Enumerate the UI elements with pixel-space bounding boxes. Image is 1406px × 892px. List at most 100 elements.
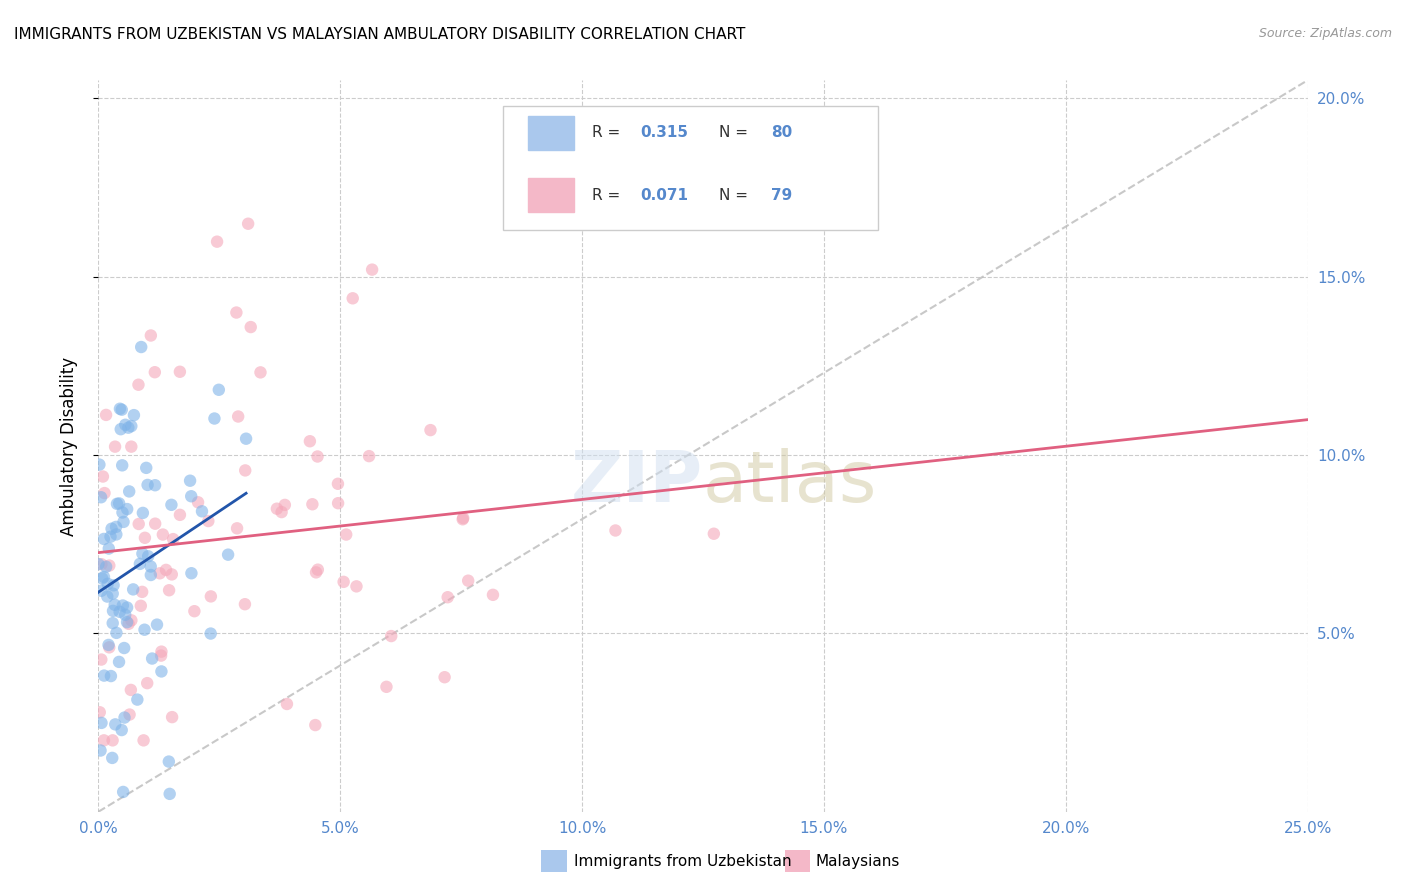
Immigrants from Uzbekistan xyxy=(117,420,139,434)
Malaysians xyxy=(703,526,725,541)
Malaysians xyxy=(160,710,183,724)
Malaysians xyxy=(270,505,292,519)
Malaysians xyxy=(233,597,256,611)
Immigrants from Uzbekistan xyxy=(115,600,138,615)
Immigrants from Uzbekistan xyxy=(105,626,128,640)
Malaysians xyxy=(118,707,141,722)
Malaysians xyxy=(357,449,380,463)
Y-axis label: Ambulatory Disability: Ambulatory Disability xyxy=(59,357,77,535)
Immigrants from Uzbekistan xyxy=(179,474,201,488)
Malaysians xyxy=(266,501,288,516)
Immigrants from Uzbekistan xyxy=(114,417,136,432)
Malaysians xyxy=(143,516,166,531)
Immigrants from Uzbekistan xyxy=(217,548,239,562)
Malaysians xyxy=(298,434,321,449)
Immigrants from Uzbekistan xyxy=(89,458,111,472)
Malaysians xyxy=(305,566,328,580)
Immigrants from Uzbekistan xyxy=(104,598,127,612)
Text: R =: R = xyxy=(592,126,624,140)
Immigrants from Uzbekistan xyxy=(115,615,138,629)
Immigrants from Uzbekistan xyxy=(146,617,169,632)
Immigrants from Uzbekistan xyxy=(105,527,128,541)
Malaysians xyxy=(197,514,219,528)
Malaysians xyxy=(451,512,474,526)
Immigrants from Uzbekistan xyxy=(128,557,150,571)
Immigrants from Uzbekistan xyxy=(114,710,136,724)
Immigrants from Uzbekistan xyxy=(105,497,128,511)
Text: Malaysians: Malaysians xyxy=(815,855,900,869)
Immigrants from Uzbekistan xyxy=(108,655,131,669)
Immigrants from Uzbekistan xyxy=(135,461,157,475)
Malaysians xyxy=(335,527,357,541)
Malaysians xyxy=(132,733,155,747)
Immigrants from Uzbekistan xyxy=(200,626,222,640)
Malaysians xyxy=(307,450,329,464)
Malaysians xyxy=(136,676,159,690)
Immigrants from Uzbekistan xyxy=(111,458,134,473)
Malaysians xyxy=(93,486,115,500)
Malaysians xyxy=(326,476,349,491)
Immigrants from Uzbekistan xyxy=(139,559,162,574)
Malaysians xyxy=(482,588,505,602)
Immigrants from Uzbekistan xyxy=(90,715,112,730)
Text: R =: R = xyxy=(592,187,624,202)
Text: ZIP: ZIP xyxy=(571,448,703,517)
Malaysians xyxy=(98,640,121,655)
Immigrants from Uzbekistan xyxy=(105,520,128,534)
Immigrants from Uzbekistan xyxy=(208,383,231,397)
Malaysians xyxy=(326,496,349,510)
Malaysians xyxy=(131,585,153,599)
Malaysians xyxy=(226,521,249,535)
Malaysians xyxy=(91,469,114,483)
Immigrants from Uzbekistan xyxy=(101,751,124,765)
Immigrants from Uzbekistan xyxy=(131,547,153,561)
Malaysians xyxy=(117,616,139,631)
Immigrants from Uzbekistan xyxy=(97,541,120,556)
Malaysians xyxy=(457,574,479,588)
Immigrants from Uzbekistan xyxy=(115,502,138,516)
Malaysians xyxy=(104,440,127,454)
Immigrants from Uzbekistan xyxy=(122,408,145,422)
Malaysians xyxy=(157,583,180,598)
Text: IMMIGRANTS FROM UZBEKISTAN VS MALAYSIAN AMBULATORY DISABILITY CORRELATION CHART: IMMIGRANTS FROM UZBEKISTAN VS MALAYSIAN … xyxy=(14,27,745,42)
Immigrants from Uzbekistan xyxy=(180,489,202,503)
Immigrants from Uzbekistan xyxy=(110,422,132,436)
Immigrants from Uzbekistan xyxy=(191,504,214,518)
Immigrants from Uzbekistan xyxy=(122,582,145,597)
Immigrants from Uzbekistan xyxy=(112,785,135,799)
Malaysians xyxy=(307,563,329,577)
Immigrants from Uzbekistan xyxy=(160,498,183,512)
Malaysians xyxy=(98,558,121,573)
Immigrants from Uzbekistan xyxy=(108,496,131,510)
Malaysians xyxy=(120,440,142,454)
Malaysians xyxy=(160,567,183,582)
Malaysians xyxy=(169,365,191,379)
Malaysians xyxy=(226,409,249,424)
Immigrants from Uzbekistan xyxy=(112,640,135,655)
Immigrants from Uzbekistan xyxy=(111,402,134,417)
Immigrants from Uzbekistan xyxy=(143,478,166,492)
Immigrants from Uzbekistan xyxy=(141,651,163,665)
Text: 0.315: 0.315 xyxy=(640,126,688,140)
Immigrants from Uzbekistan xyxy=(150,665,173,679)
Immigrants from Uzbekistan xyxy=(134,623,156,637)
Malaysians xyxy=(342,291,364,305)
Immigrants from Uzbekistan xyxy=(104,717,127,731)
Immigrants from Uzbekistan xyxy=(108,605,131,619)
Immigrants from Uzbekistan xyxy=(100,530,122,544)
Malaysians xyxy=(187,495,209,509)
Immigrants from Uzbekistan xyxy=(111,506,134,520)
Malaysians xyxy=(101,733,124,747)
Immigrants from Uzbekistan xyxy=(204,411,226,425)
Immigrants from Uzbekistan xyxy=(112,515,135,529)
Malaysians xyxy=(93,733,115,747)
Immigrants from Uzbekistan xyxy=(101,586,124,600)
Malaysians xyxy=(451,511,474,525)
Immigrants from Uzbekistan xyxy=(90,583,112,598)
Immigrants from Uzbekistan xyxy=(159,787,181,801)
Immigrants from Uzbekistan xyxy=(103,578,125,592)
Malaysians xyxy=(120,682,142,697)
Immigrants from Uzbekistan xyxy=(114,607,136,622)
Immigrants from Uzbekistan xyxy=(235,432,257,446)
Malaysians xyxy=(139,328,162,343)
